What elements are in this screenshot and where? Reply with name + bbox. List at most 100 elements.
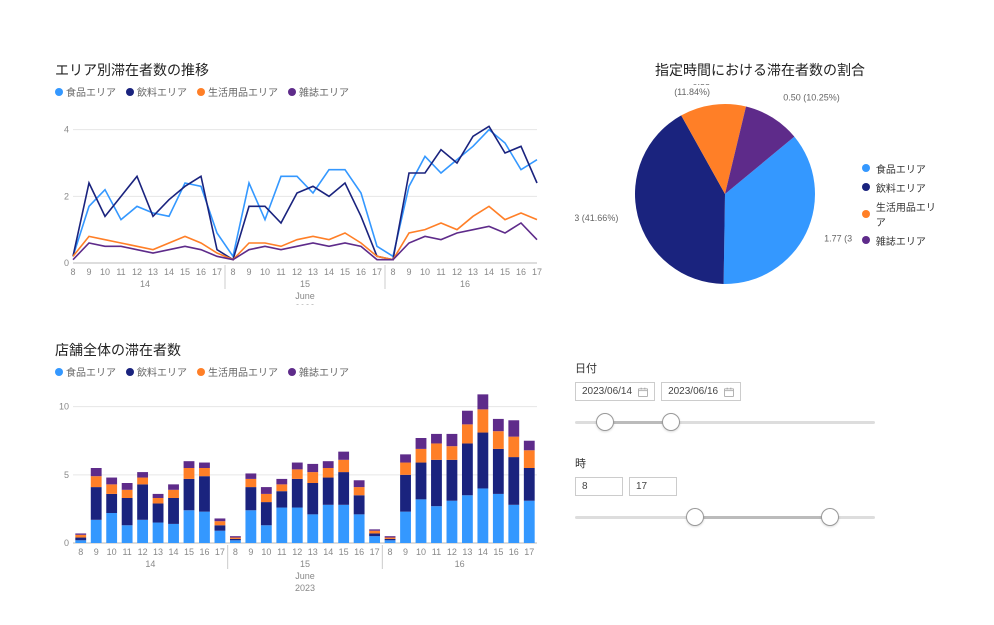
svg-text:14: 14 — [140, 279, 150, 289]
svg-text:11: 11 — [116, 267, 125, 277]
legend-label: 食品エリア — [876, 161, 926, 176]
swatch-goods — [197, 88, 205, 96]
svg-text:12: 12 — [138, 547, 148, 557]
svg-text:10: 10 — [260, 267, 270, 277]
date-range-slider[interactable] — [575, 409, 875, 437]
svg-text:12: 12 — [447, 547, 457, 557]
bar-chart-title: 店舗全体の滞在者数 — [55, 340, 545, 360]
svg-text:2023: 2023 — [295, 583, 315, 593]
svg-text:13: 13 — [148, 267, 158, 277]
legend-label: 雑誌エリア — [299, 364, 349, 379]
svg-text:15: 15 — [300, 559, 310, 569]
svg-text:June: June — [295, 571, 315, 581]
bar-chart-svg: 0510891011121314151617891011121314151617… — [55, 385, 545, 605]
svg-text:16: 16 — [354, 547, 364, 557]
slider-thumb-min[interactable] — [686, 508, 704, 526]
svg-text:11: 11 — [432, 547, 441, 557]
hour-to-value: 17 — [636, 481, 647, 492]
swatch-food — [862, 164, 870, 172]
legend-label: 飲料エリア — [137, 84, 187, 99]
hour-from-value: 8 — [582, 481, 588, 492]
svg-text:16: 16 — [460, 279, 470, 289]
date-from-input[interactable]: 2023/06/14 — [575, 382, 655, 401]
svg-text:14: 14 — [484, 267, 494, 277]
controls-panel: 日付 2023/06/14 2023/06/16 時 8 17 — [575, 340, 945, 605]
hour-from-input[interactable]: 8 — [575, 477, 623, 496]
svg-text:8: 8 — [70, 267, 75, 277]
slider-fill — [695, 516, 830, 519]
line-chart-title: エリア別滞在者数の推移 — [55, 60, 545, 80]
svg-text:14: 14 — [478, 547, 488, 557]
svg-text:13: 13 — [308, 547, 318, 557]
svg-text:11: 11 — [122, 547, 131, 557]
svg-text:15: 15 — [180, 267, 190, 277]
svg-text:11: 11 — [276, 267, 285, 277]
svg-text:14: 14 — [323, 547, 333, 557]
legend-item-food[interactable]: 食品エリア — [55, 364, 116, 379]
legend-label: 生活用品エリア — [208, 364, 278, 379]
bar-chart-legend: 食品エリア 飲料エリア 生活用品エリア 雑誌エリア — [55, 364, 545, 379]
svg-text:9: 9 — [403, 547, 408, 557]
svg-text:14: 14 — [169, 547, 179, 557]
svg-text:15: 15 — [300, 279, 310, 289]
svg-text:0: 0 — [64, 258, 69, 268]
line-chart-panel: エリア別滞在者数の推移 食品エリア 飲料エリア 生活用品エリア 雑誌エリア 0 2… — [55, 60, 545, 324]
date-from-value: 2023/06/14 — [582, 386, 632, 397]
svg-text:14: 14 — [164, 267, 174, 277]
svg-text:10: 10 — [107, 547, 117, 557]
legend-item-drink[interactable]: 飲料エリア — [126, 364, 187, 379]
svg-text:16: 16 — [199, 547, 209, 557]
svg-text:12: 12 — [452, 267, 462, 277]
slider-thumb-max[interactable] — [662, 413, 680, 431]
svg-text:15: 15 — [340, 267, 350, 277]
svg-text:13: 13 — [462, 547, 472, 557]
calendar-icon — [638, 387, 648, 397]
swatch-goods — [862, 210, 870, 218]
pie-chart-svg: 1.77 (36.25%)2.03 (41.66%)0.58(11.84%)0.… — [575, 84, 852, 324]
legend-label: 雑誌エリア — [299, 84, 349, 99]
svg-text:17: 17 — [524, 547, 534, 557]
svg-text:12: 12 — [292, 547, 302, 557]
date-to-input[interactable]: 2023/06/16 — [661, 382, 741, 401]
svg-text:10: 10 — [100, 267, 110, 277]
svg-text:0: 0 — [64, 538, 69, 548]
swatch-drink — [862, 183, 870, 191]
pie-legend-item-mag[interactable]: 雑誌エリア — [862, 233, 945, 248]
pie-chart-panel: 指定時間における滞在者数の割合 1.77 (36.25%)2.03 (41.66… — [575, 60, 945, 324]
pie-legend-item-food[interactable]: 食品エリア — [862, 161, 945, 176]
legend-item-goods[interactable]: 生活用品エリア — [197, 364, 278, 379]
legend-label: 雑誌エリア — [876, 233, 926, 248]
pie-legend-item-goods[interactable]: 生活用品エリア — [862, 199, 945, 229]
svg-text:16: 16 — [509, 547, 519, 557]
svg-text:2023: 2023 — [295, 303, 315, 305]
svg-text:10: 10 — [420, 267, 430, 277]
svg-text:15: 15 — [339, 547, 349, 557]
svg-text:16: 16 — [356, 267, 366, 277]
hour-to-input[interactable]: 17 — [629, 477, 677, 496]
line-chart-legend: 食品エリア 飲料エリア 生活用品エリア 雑誌エリア — [55, 84, 545, 99]
legend-item-mag[interactable]: 雑誌エリア — [288, 364, 349, 379]
svg-text:16: 16 — [455, 559, 465, 569]
svg-text:9: 9 — [94, 547, 99, 557]
slider-thumb-max[interactable] — [821, 508, 839, 526]
svg-text:8: 8 — [388, 547, 393, 557]
svg-text:11: 11 — [277, 547, 286, 557]
swatch-mag — [862, 236, 870, 244]
legend-item-mag[interactable]: 雑誌エリア — [288, 84, 349, 99]
hour-label: 時 — [575, 455, 945, 471]
svg-text:10: 10 — [416, 547, 426, 557]
svg-text:12: 12 — [292, 267, 302, 277]
slider-thumb-min[interactable] — [596, 413, 614, 431]
legend-item-goods[interactable]: 生活用品エリア — [197, 84, 278, 99]
svg-text:17: 17 — [215, 547, 225, 557]
hour-range-slider[interactable] — [575, 504, 875, 532]
svg-text:5: 5 — [64, 470, 69, 480]
legend-label: 飲料エリア — [137, 364, 187, 379]
legend-item-food[interactable]: 食品エリア — [55, 84, 116, 99]
legend-item-drink[interactable]: 飲料エリア — [126, 84, 187, 99]
svg-text:9: 9 — [246, 267, 251, 277]
swatch-food — [55, 88, 63, 96]
pie-legend-item-drink[interactable]: 飲料エリア — [862, 180, 945, 195]
svg-text:13: 13 — [153, 547, 163, 557]
svg-text:15: 15 — [184, 547, 194, 557]
